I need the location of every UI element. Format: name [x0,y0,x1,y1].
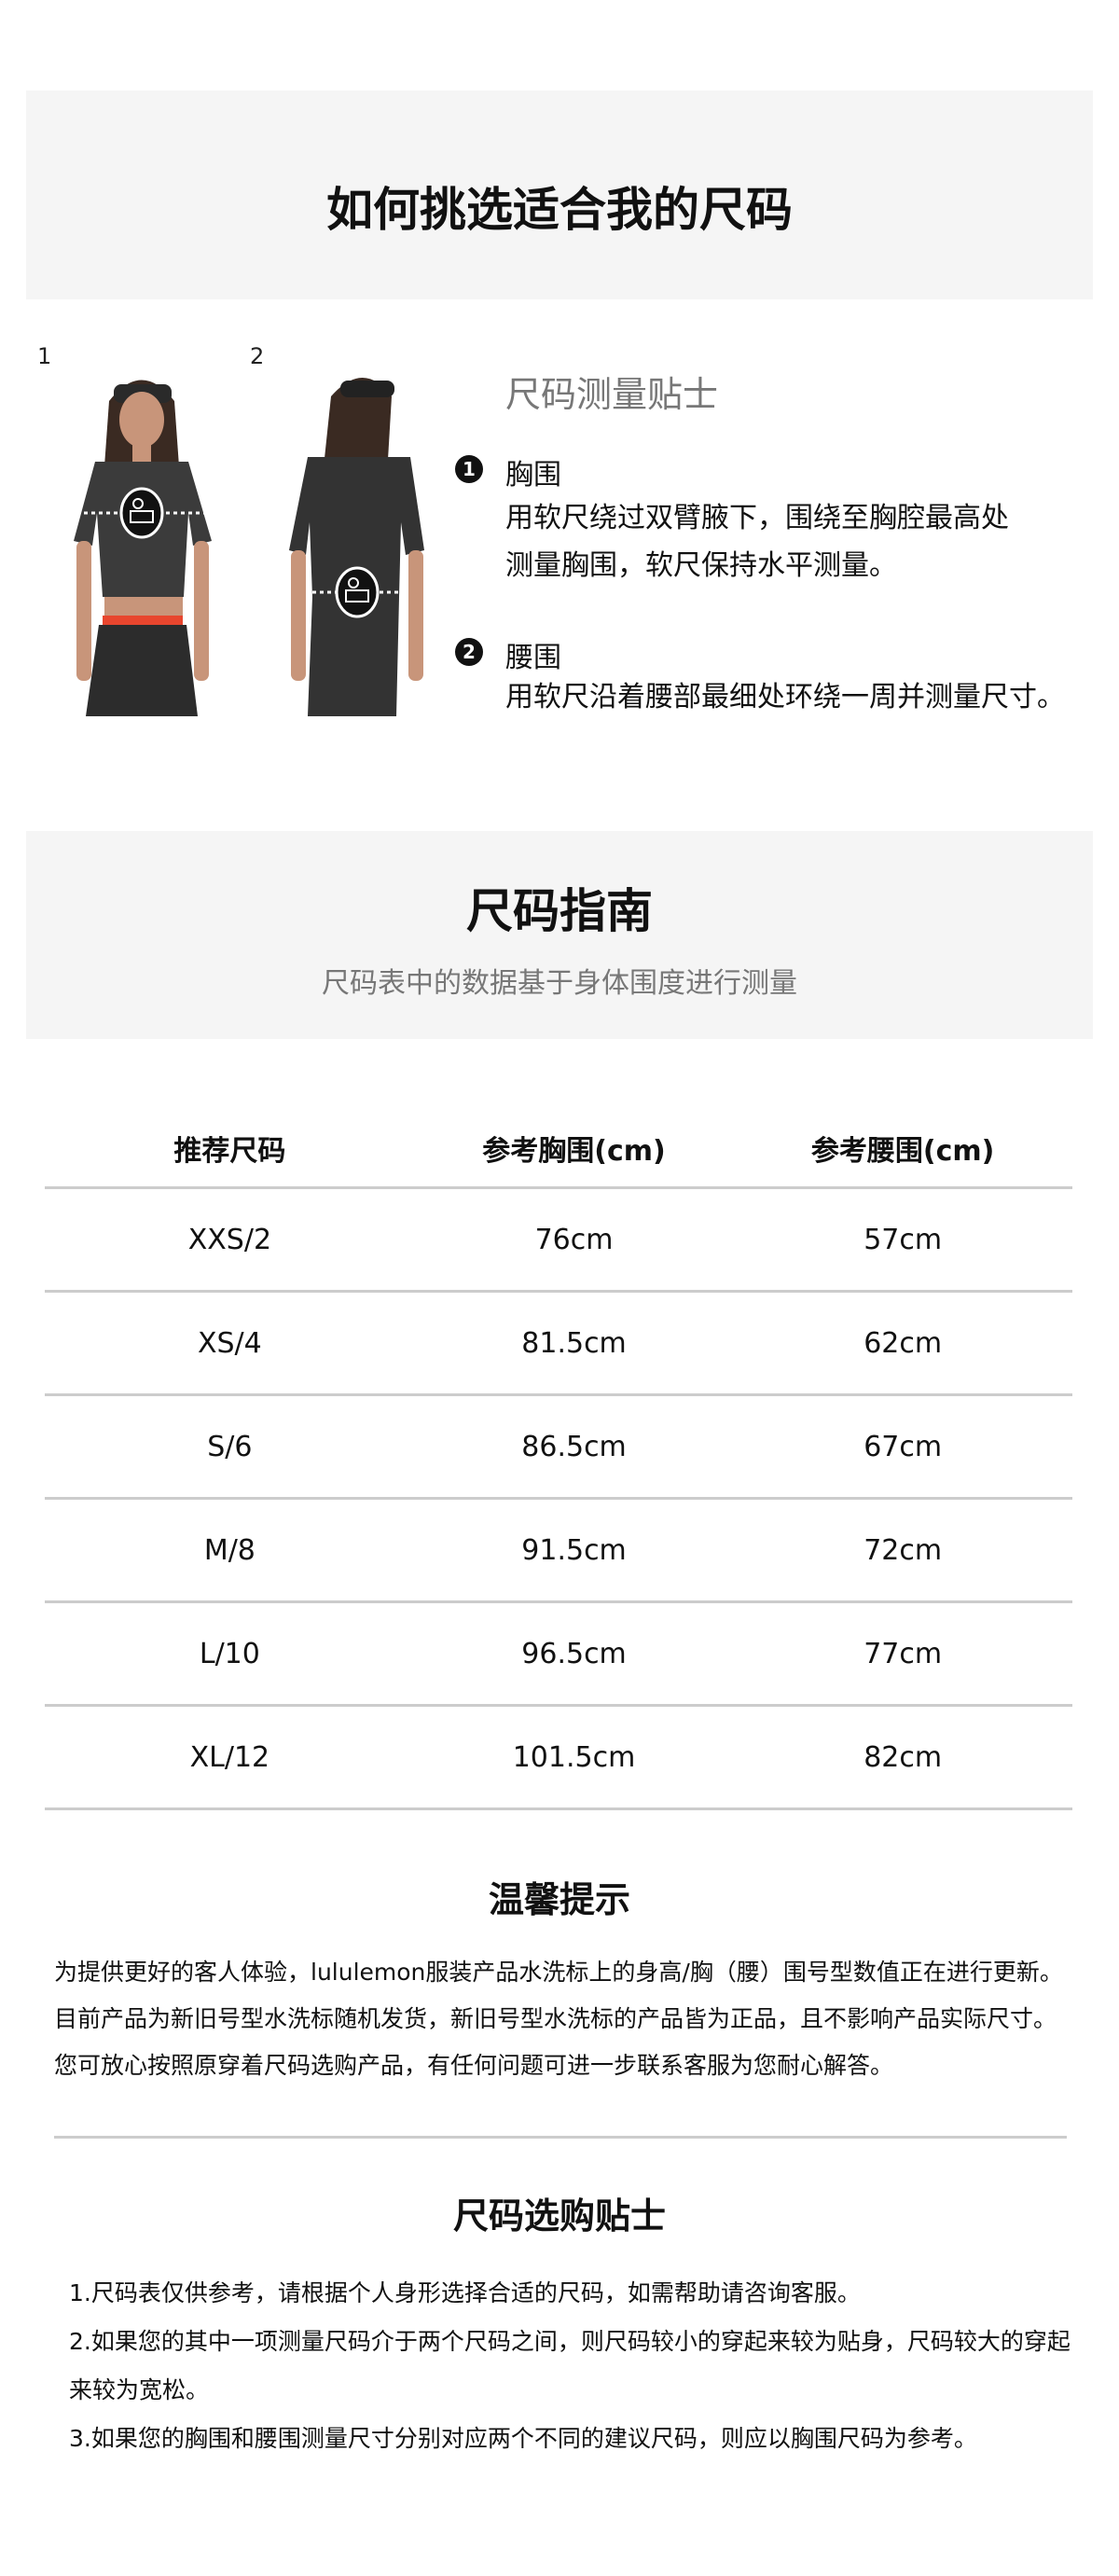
size-cell: XL/12 [45,1705,415,1810]
column-header-size: 推荐尺码 [45,1110,415,1189]
chest-cell: 101.5cm [414,1705,734,1810]
size-guide-subtitle: 尺码表中的数据基于身体围度进行测量 [322,967,797,1000]
bullet-2-icon: 2 [455,638,483,666]
chest-instruction-line-1: 用软尺绕过双臂腋下，围绕至胸腔最高处 [505,502,1009,534]
table-row: XXS/2 76cm 57cm [45,1187,1072,1293]
page-title: 如何挑选适合我的尺码 [326,183,793,237]
header-panel: 如何挑选适合我的尺码 [26,90,1093,299]
column-header-waist: 参考腰围(cm) [733,1110,1072,1189]
list-item: 3.如果您的胸围和腰围测量尺寸分别对应两个不同的建议尺码，则应以胸围尺码为参考。 [69,2425,977,2452]
size-cell: L/10 [45,1601,415,1707]
notice-title: 温馨提示 [488,1879,630,1920]
size-cell: XXS/2 [45,1187,415,1293]
list-item: 2.如果您的其中一项测量尺码介于两个尺码之间，则尺码较小的穿起来较为贴身，尺码较… [69,2328,1071,2403]
table-row: L/10 96.5cm 77cm [45,1601,1072,1707]
chest-cell: 76cm [414,1187,734,1293]
chest-label: 胸围 [505,459,561,492]
table-row: XS/4 81.5cm 62cm [45,1291,1072,1396]
measuring-tape-icon [119,487,164,539]
figure-label-1: 1 [37,343,52,369]
column-header-chest: 参考胸围(cm) [414,1110,734,1189]
size-cell: M/8 [45,1498,415,1603]
waist-cell: 62cm [733,1291,1072,1396]
waist-cell: 77cm [733,1601,1072,1707]
chest-instruction-line-2: 测量胸围，软尺保持水平测量。 [505,549,897,582]
buying-tips-list: 1.尺码表仅供参考，请根据个人身形选择合适的尺码，如需帮助请咨询客服。 2.如果… [69,2269,1076,2463]
chest-cell: 86.5cm [414,1394,734,1500]
figure-label-2: 2 [250,343,265,369]
waist-label: 腰围 [505,642,561,674]
table-row: XL/12 101.5cm 82cm [45,1705,1072,1810]
back-model-image [289,378,424,716]
divider [54,2136,1067,2139]
waist-cell: 82cm [733,1705,1072,1810]
table-header-row: 推荐尺码 参考胸围(cm) 参考腰围(cm) [45,1110,1072,1189]
waist-cell: 67cm [733,1394,1072,1500]
measure-tips-title: 尺码测量贴士 [505,374,719,415]
size-cell: S/6 [45,1394,415,1500]
chest-cell: 91.5cm [414,1498,734,1603]
buying-tips-title: 尺码选购贴士 [452,2195,666,2237]
bullet-1-icon: 1 [455,455,483,483]
size-cell: XS/4 [45,1291,415,1396]
table-row: S/6 86.5cm 67cm [45,1394,1072,1500]
size-guide-panel: 尺码指南 尺码表中的数据基于身体围度进行测量 [26,831,1093,1039]
size-guide-title: 尺码指南 [466,884,653,938]
size-table: 推荐尺码 参考胸围(cm) 参考腰围(cm) XXS/2 76cm 57cm XS/4… [45,1110,1072,1810]
waist-instruction-line-1: 用软尺沿着腰部最细处环绕一周并测量尺寸。 [505,681,1065,713]
chest-cell: 81.5cm [414,1291,734,1396]
table-row: M/8 91.5cm 72cm [45,1498,1072,1603]
waist-cell: 57cm [733,1187,1072,1293]
waist-cell: 72cm [733,1498,1072,1603]
notice-text: 为提供更好的客人体验，lululemon服装产品水洗标上的身高/胸（腰）围号型数… [54,1959,1063,2079]
chest-cell: 96.5cm [414,1601,734,1707]
measuring-tape-icon [335,566,380,618]
front-model-image [74,380,212,716]
list-item: 1.尺码表仅供参考，请根据个人身形选择合适的尺码，如需帮助请咨询客服。 [69,2279,861,2306]
